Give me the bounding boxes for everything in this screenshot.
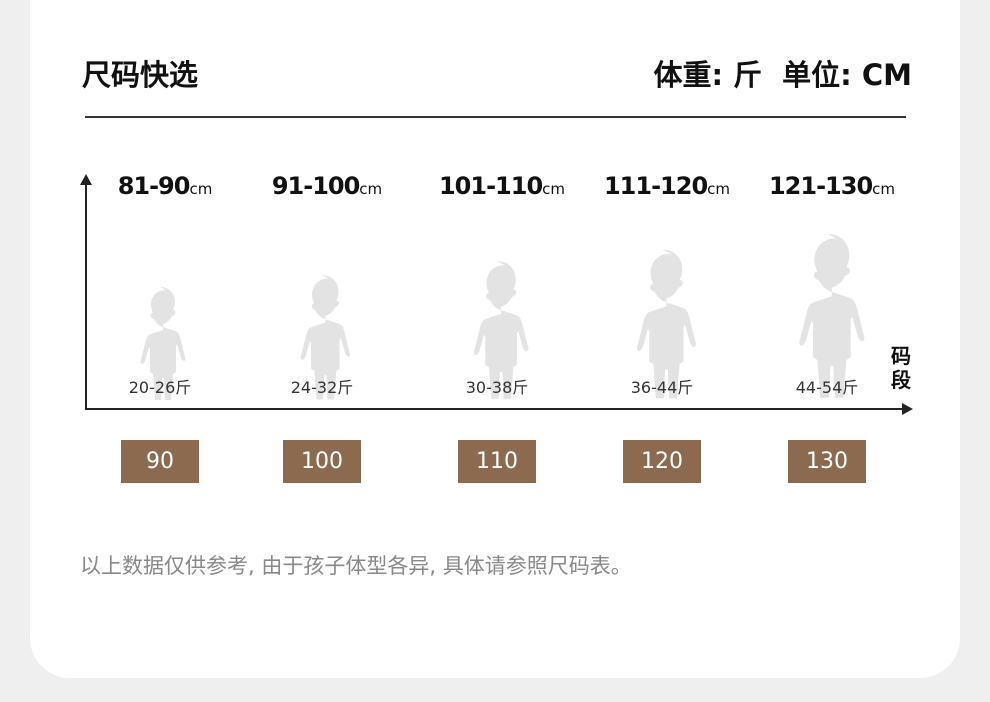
disclaimer-note: 以上数据仅供参考, 由于孩子体型各异, 具体请参照尺码表。 — [80, 554, 632, 578]
weight-range: 44-54斤 — [795, 378, 859, 397]
height-range: 111-120cm — [603, 172, 730, 200]
weight-unit: 体重: 斤 — [653, 58, 763, 92]
size-button-130[interactable]: 130 — [788, 440, 866, 483]
child-silhouette-icon — [798, 233, 864, 398]
weight-range: 24-32斤 — [290, 378, 354, 397]
unit-info: 体重: 斤单位: CM — [633, 52, 912, 94]
y-axis-arrow-icon — [80, 174, 92, 185]
page-title: 尺码快选 — [82, 58, 199, 92]
weight-range: 30-38斤 — [465, 378, 529, 397]
height-range: 101-110cm — [438, 172, 565, 200]
child-silhouette-icon — [140, 287, 186, 400]
child-silhouette-icon — [473, 261, 528, 399]
child-silhouette-icon — [636, 249, 696, 399]
size-button-110[interactable]: 110 — [458, 440, 536, 483]
length-unit: 单位: CM — [782, 58, 912, 92]
height-range: 121-130cm — [768, 172, 895, 200]
child-silhouette-icon — [300, 275, 350, 400]
weight-range: 20-26斤 — [128, 378, 192, 397]
x-axis-label: 码段 — [891, 344, 911, 392]
y-axis — [85, 182, 87, 410]
divider — [85, 116, 906, 118]
size-button-90[interactable]: 90 — [121, 440, 199, 483]
x-axis-arrow-icon — [902, 403, 913, 415]
weight-range: 36-44斤 — [630, 378, 694, 397]
size-button-100[interactable]: 100 — [283, 440, 361, 483]
x-axis — [85, 408, 903, 410]
size-button-120[interactable]: 120 — [623, 440, 701, 483]
height-range: 91-100cm — [271, 172, 383, 200]
height-range: 81-90cm — [117, 172, 213, 200]
